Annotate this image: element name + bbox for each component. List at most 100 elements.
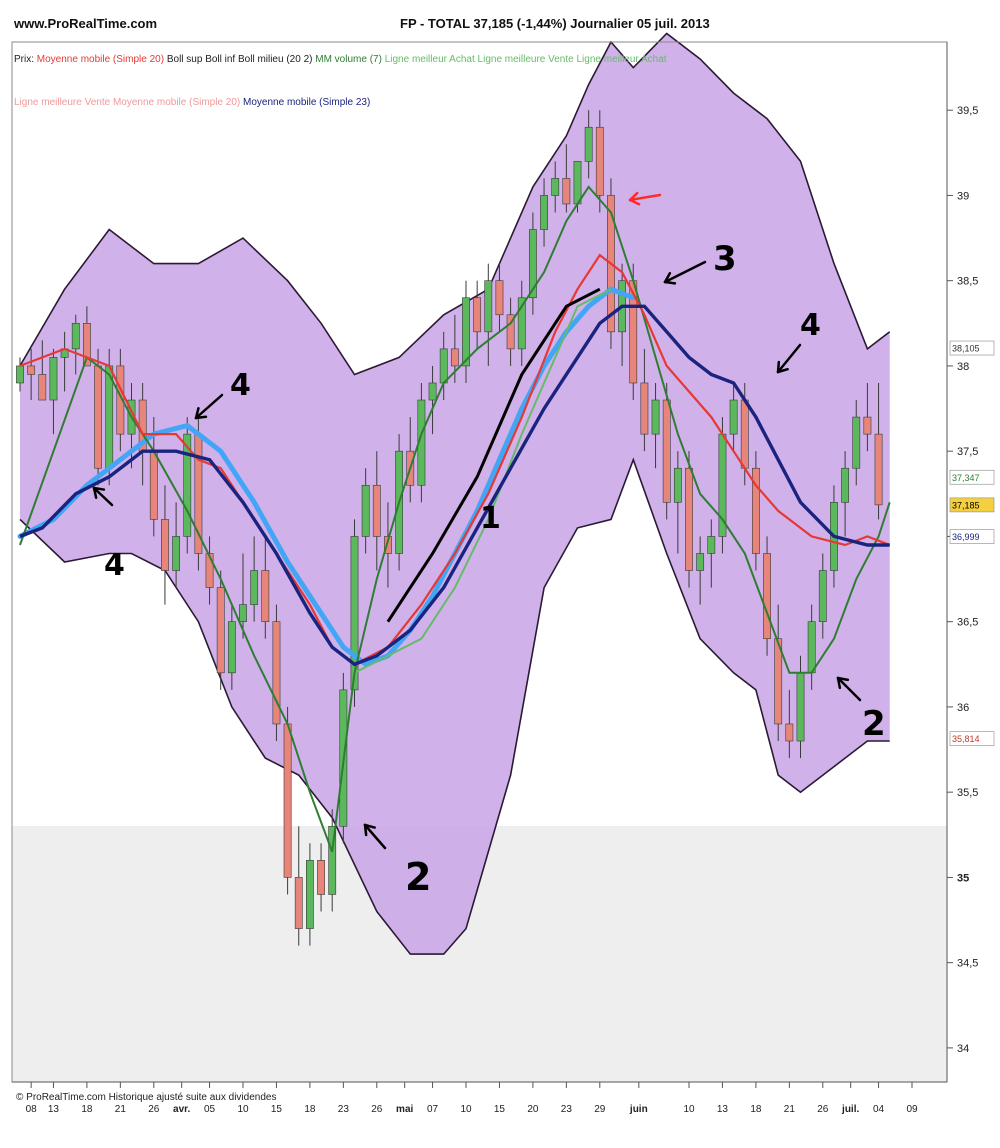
- candle: [562, 144, 571, 213]
- price-badge: 37,185: [949, 497, 995, 513]
- x-tick-label: 26: [817, 1104, 829, 1115]
- handwritten-mark: 1: [480, 501, 501, 536]
- price-badge: 38,105: [949, 340, 995, 356]
- candle-body-up: [551, 178, 560, 196]
- legend-entry: Prix:: [14, 54, 34, 65]
- x-tick-label: mai: [396, 1104, 413, 1115]
- candle-body-up: [841, 467, 849, 503]
- candle-body-up: [227, 621, 236, 674]
- candle-body-up: [673, 467, 682, 503]
- x-tick-label: 23: [561, 1104, 573, 1115]
- candle-body-up: [796, 672, 805, 742]
- legend-entry: MM volume (7): [312, 54, 381, 65]
- x-tick-label: 10: [683, 1104, 695, 1115]
- y-tick-label: 36: [957, 702, 969, 714]
- candle: [484, 263, 493, 366]
- candle-body-down: [149, 450, 158, 520]
- candle-body-down: [562, 178, 571, 205]
- candle: [49, 348, 58, 435]
- site-label[interactable]: www.ProRealTime.com: [13, 16, 157, 31]
- x-tick-label: juil.: [841, 1104, 859, 1115]
- candle-body-up: [49, 357, 58, 401]
- candle-body-up: [16, 365, 24, 384]
- ma20-line: [19, 253, 891, 666]
- legend-entry: Moyenne mobile (Simple 20): [34, 54, 164, 65]
- x-tick-label: 18: [81, 1104, 93, 1115]
- price-badge-box: [949, 731, 995, 746]
- candle-body-up: [852, 416, 861, 469]
- price-badge-box: [949, 529, 995, 544]
- candle: [818, 553, 827, 639]
- candle: [640, 348, 649, 452]
- arrow-head: [92, 486, 98, 500]
- candle-body-down: [272, 621, 281, 725]
- candle: [328, 809, 337, 912]
- legend-line-2: Ligne meilleure Vente Moyenne mobile (Si…: [14, 97, 370, 108]
- candle: [283, 706, 292, 895]
- legend-entry: Boll sup Boll inf Boll milieu (20 2): [164, 54, 312, 65]
- candle-body-up: [696, 553, 705, 571]
- price-badges: 38,105 37,347 37,185 36,999 35,814: [949, 340, 995, 746]
- y-tick-label: 35,5: [957, 787, 978, 799]
- arrow-shaft: [363, 823, 387, 850]
- candle: [841, 451, 849, 537]
- x-tick-label: 26: [148, 1104, 160, 1115]
- arrow-head: [628, 198, 641, 206]
- bollinger-band-fill: [20, 33, 890, 955]
- candle: [528, 212, 537, 315]
- candle: [172, 502, 180, 588]
- candle-body-down: [751, 467, 760, 554]
- price-badge-box: [949, 497, 995, 513]
- handwritten-annotation-layer: 4 4 2 3 4 2 1: [92, 191, 886, 899]
- candle: [729, 382, 738, 452]
- x-tick-label: 13: [717, 1104, 729, 1115]
- y-tick-label: 39,5: [957, 105, 978, 117]
- x-tick-label: 15: [271, 1104, 283, 1115]
- candle-body-down: [161, 519, 169, 571]
- x-tick-label: 08: [26, 1104, 38, 1115]
- bollinger-band-layer: [19, 32, 891, 955]
- annotation-arrow: [92, 486, 114, 507]
- x-tick-label: 20: [527, 1104, 539, 1115]
- arrow-head: [836, 676, 850, 682]
- candle: [16, 357, 24, 392]
- candle-body-up: [573, 161, 582, 205]
- candle-body-up: [818, 570, 827, 622]
- candle-body-down: [774, 638, 783, 725]
- candle-body-down: [283, 723, 292, 878]
- candle: [584, 110, 593, 179]
- ma23-line: [19, 304, 890, 667]
- candle: [473, 280, 482, 349]
- annotation-arrow: [776, 343, 802, 374]
- candle: [384, 502, 392, 588]
- candle: [305, 843, 314, 946]
- price-badge: 35,814: [949, 731, 995, 746]
- arrow-shaft: [663, 260, 707, 284]
- candle-body-down: [763, 553, 771, 640]
- price-badge-label: 36,999: [952, 532, 980, 542]
- candle: [71, 314, 80, 375]
- candle: [852, 400, 861, 486]
- candle-body-up: [428, 382, 437, 401]
- arrow-head: [628, 191, 639, 202]
- candle-body-up: [528, 229, 537, 299]
- candle-body-down: [863, 416, 872, 435]
- light-blue-line: [17, 286, 636, 668]
- candle: [551, 161, 560, 213]
- candle-body-up: [729, 399, 738, 435]
- candle: [38, 340, 47, 401]
- y-tick-label: 38: [957, 361, 969, 373]
- arrow-head: [836, 676, 842, 690]
- legend-entry: Moyenne mobile (Simple 23): [240, 97, 370, 108]
- arrow-head: [194, 407, 200, 420]
- handwritten-mark: 2: [405, 855, 431, 899]
- candle-body-down: [83, 323, 91, 367]
- arrow-head: [92, 486, 106, 491]
- arrow-shaft: [194, 393, 224, 420]
- candle-body-up: [807, 621, 816, 674]
- candle-body-down: [216, 587, 225, 674]
- handwritten-mark: 3: [713, 239, 737, 279]
- x-tick-label: 21: [784, 1104, 796, 1115]
- y-tick-label: 37,5: [957, 446, 978, 458]
